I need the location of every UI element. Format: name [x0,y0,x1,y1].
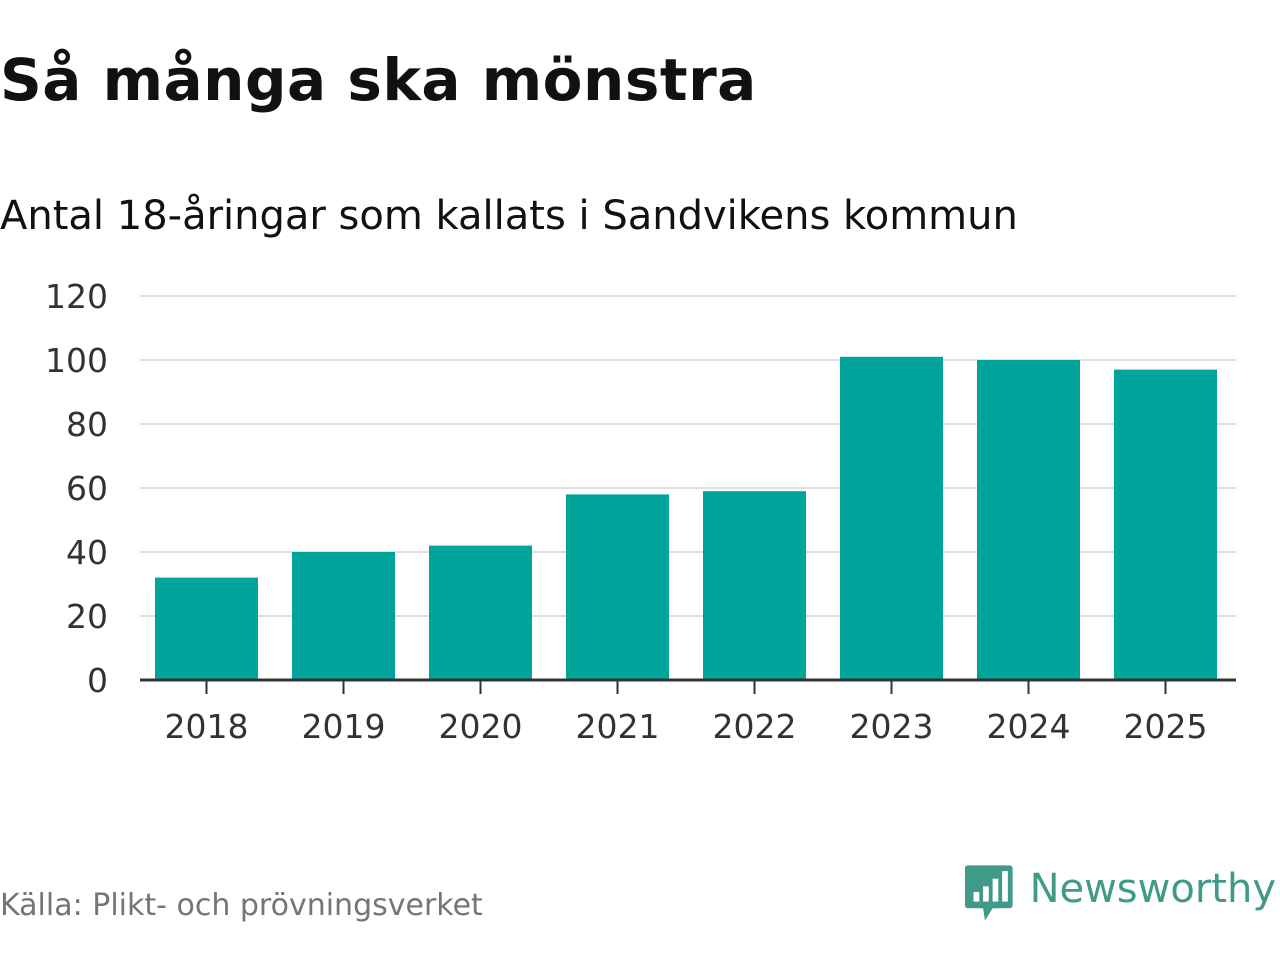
bar-2021 [566,494,669,680]
y-tick-label: 40 [66,533,108,572]
y-tick-label: 80 [66,405,108,444]
bar-2020 [429,545,532,680]
x-axis [140,678,1236,694]
x-tick-label: 2023 [850,707,934,746]
x-tick-label: 2018 [165,707,249,746]
y-tick-label: 60 [66,469,108,508]
x-tick-label: 2021 [576,707,660,746]
brand-logo: Newsworthy [964,862,1276,926]
newsworthy-logo-icon [964,865,1013,921]
tick-labels: 0 20 40 60 80 100 120 2018 2019 2020 2021 2022 2023 2… [45,277,1207,746]
bar-2019 [292,552,395,680]
x-tick-label: 2025 [1124,707,1208,746]
x-tick-label: 2019 [302,707,386,746]
y-tick-label: 0 [87,661,108,700]
x-tick-label: 2020 [439,707,523,746]
y-tick-label: 120 [45,277,108,316]
source-note: Källa: Plikt- och prövningsverket [0,888,483,923]
bar-2022 [703,491,806,680]
bar-2018 [155,577,258,680]
chart-subtitle: Antal 18-åringar som kallats i Sandviken… [0,193,1018,239]
chart-title: Så många ska mönstra [0,46,757,114]
bar-2024 [977,360,1080,680]
x-tick-label: 2024 [987,707,1071,746]
brand-name: Newsworthy [1029,866,1276,912]
bars [155,356,1217,680]
x-tick-label: 2022 [713,707,797,746]
y-tick-label: 20 [66,597,108,636]
y-tick-label: 100 [45,341,108,380]
bar-2025 [1114,369,1217,680]
bar-2023 [840,356,943,680]
